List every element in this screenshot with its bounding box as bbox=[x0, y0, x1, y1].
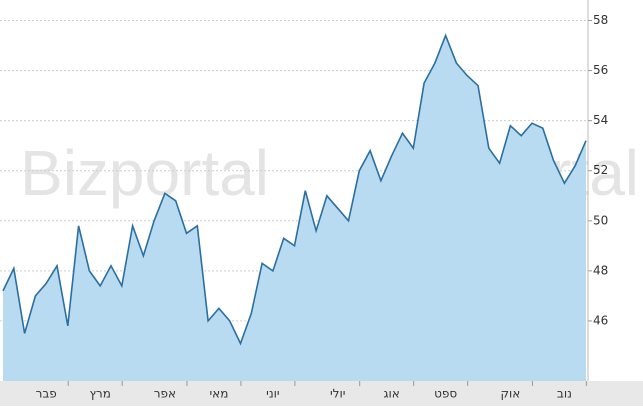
watermark: Bizportal bbox=[20, 137, 269, 209]
x-tick-label: ספט bbox=[434, 387, 457, 401]
y-tick-label: 46 bbox=[593, 313, 608, 327]
y-tick-label: 56 bbox=[593, 63, 608, 77]
y-tick-label: 48 bbox=[593, 263, 608, 277]
x-tick-label: יוני bbox=[266, 387, 279, 401]
area-fill bbox=[3, 35, 586, 381]
y-tick-label: 52 bbox=[593, 163, 608, 177]
y-tick-label: 58 bbox=[593, 13, 608, 27]
y-tick-label: 50 bbox=[593, 213, 608, 227]
x-tick-label: אפר bbox=[154, 387, 176, 401]
x-tick-label: פבר bbox=[36, 387, 57, 401]
x-tick-label: יולי bbox=[330, 387, 345, 401]
x-axis-strip bbox=[0, 381, 643, 406]
x-tick-label: אוג bbox=[384, 387, 400, 401]
x-tick-label: נוב bbox=[557, 387, 572, 401]
x-tick-label: מאי bbox=[209, 387, 228, 401]
y-tick-label: 54 bbox=[593, 113, 608, 127]
x-tick-label: אוק bbox=[501, 387, 521, 401]
price-line bbox=[2, 33, 587, 346]
x-tick-label: מרץ bbox=[89, 387, 110, 401]
